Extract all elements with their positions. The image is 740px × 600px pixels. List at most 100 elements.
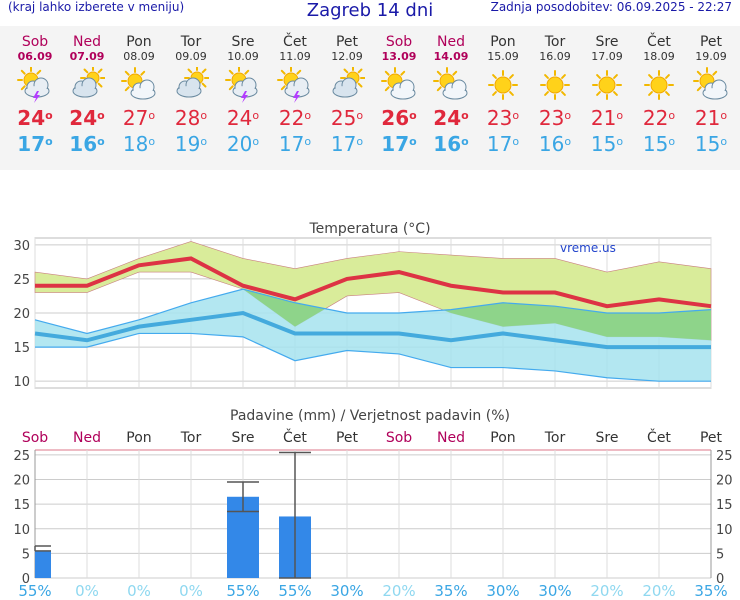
precip-day-label: Čet — [283, 428, 307, 446]
day-name: Tor — [180, 34, 202, 50]
precip-probability: 20% — [382, 582, 415, 600]
precip-day-label: Ned — [437, 430, 465, 446]
precip-ytick-left: 5 — [22, 547, 30, 562]
precip-chart-title: Padavine (mm) / Verjetnost padavin (%) — [230, 408, 510, 424]
page-title: Zagreb 14 dni — [306, 0, 434, 21]
cloud-sun-icon — [165, 65, 217, 103]
temp-min: 15o — [694, 132, 728, 156]
precip-day-label: Sob — [386, 430, 412, 446]
day-date: 07.09 — [69, 50, 105, 63]
cloud-sun-icon — [321, 65, 373, 103]
day-column: Pon 15.09 23o 17o — [477, 26, 529, 157]
day-date: 14.09 — [433, 50, 469, 63]
precip-ytick-right: 5 — [716, 547, 724, 562]
day-column: Čet 18.09 22o 15o — [633, 26, 685, 157]
day-date: 09.09 — [175, 50, 207, 63]
forecast-strip: Sob 06.09 24o 17o Ned 07.09 24o 16o Pon 08.09 27o 1… — [0, 26, 740, 170]
precip-probability: 0% — [75, 582, 99, 600]
sun-cloud-icon — [113, 67, 165, 103]
temp-max: 26o — [381, 106, 417, 130]
sun-cloud-lightning-icon — [217, 66, 269, 103]
day-name: Sre — [231, 34, 255, 50]
precip-day-label: Pet — [336, 430, 359, 446]
tmin-band-lower-edge — [35, 332, 711, 382]
day-name: Sre — [595, 34, 619, 50]
precip-probability: 30% — [486, 582, 519, 600]
temp-min: 17o — [278, 132, 312, 156]
day-date: 16.09 — [539, 50, 571, 63]
temp-ytick-label: 30 — [13, 239, 30, 254]
precip-probability: 30% — [538, 582, 571, 600]
precip-probability: 55% — [278, 582, 311, 600]
precip-ytick-left: 25 — [13, 449, 30, 464]
temp-min: 17o — [381, 132, 417, 156]
day-date: 08.09 — [123, 50, 155, 63]
sun-cloud-lightning-icon — [9, 66, 61, 103]
day-column: Pet 19.09 21o 15o — [685, 26, 737, 157]
sun-icon — [477, 67, 529, 103]
precip-ytick-left: 15 — [13, 498, 30, 513]
day-date: 11.09 — [279, 50, 311, 63]
precip-day-label: Pet — [700, 430, 723, 446]
precipitation-chart: Padavine (mm) / Verjetnost padavin (%) So… — [13, 408, 733, 600]
precip-ytick-right: 25 — [716, 449, 733, 464]
temp-min: 15o — [590, 132, 624, 156]
precip-day-label: Čet — [647, 428, 671, 446]
day-column: Čet 11.09 22o 17o — [269, 26, 321, 157]
precip-probability: 55% — [18, 582, 51, 600]
precip-ytick-left: 0 — [22, 572, 30, 587]
precip-probability: 35% — [694, 582, 727, 600]
header-menu-hint[interactable]: (kraj lahko izberete v meniju) — [8, 0, 185, 14]
precip-ytick-right: 0 — [716, 572, 724, 587]
temp-max: 21o — [590, 106, 624, 130]
sun-cloud-icon — [425, 67, 477, 103]
temp-max: 24o — [69, 106, 105, 130]
precip-day-label: Tor — [180, 430, 202, 446]
temp-ytick-label: 15 — [13, 341, 30, 356]
tmin-band-upper-edge — [34, 288, 712, 335]
temp-max: 22o — [642, 106, 676, 130]
precip-day-label: Ned — [73, 430, 101, 446]
temp-max: 23o — [538, 106, 572, 130]
temp-min: 19o — [174, 132, 208, 156]
day-date: 06.09 — [17, 50, 53, 63]
precip-day-label: Sre — [596, 430, 619, 446]
precip-ytick-right: 20 — [716, 474, 733, 489]
day-column: Sre 17.09 21o 15o — [581, 26, 633, 157]
day-date: 13.09 — [381, 50, 417, 63]
sun-icon — [633, 67, 685, 103]
temp-max: 28o — [174, 106, 208, 130]
temp-min: 16o — [69, 132, 105, 156]
day-column: Ned 07.09 24o 16o — [61, 26, 113, 157]
temp-min: 20o — [226, 132, 260, 156]
precip-ytick-right: 10 — [716, 523, 733, 538]
day-name: Pon — [490, 34, 516, 50]
temp-min: 18o — [122, 132, 156, 156]
day-column: Pon 08.09 27o 18o — [113, 26, 165, 157]
day-name: Pet — [335, 34, 359, 50]
temp-max: 27o — [122, 106, 156, 130]
temp-max: 24o — [17, 106, 53, 130]
day-date: 18.09 — [643, 50, 675, 63]
precip-day-label: Pon — [490, 430, 515, 446]
tmax-line — [35, 256, 712, 309]
day-name: Pet — [699, 34, 723, 50]
precip-day-label: Sob — [22, 430, 48, 446]
precip-day-label: Sre — [232, 430, 255, 446]
day-date: 19.09 — [695, 50, 727, 63]
temp-min: 17o — [486, 132, 520, 156]
temperature-chart: Temperatura (°C) 10 15 20 25 30 vreme.us — [13, 221, 712, 390]
last-update: Zadnja posodobitev: 06.09.2025 - 22:27 — [490, 0, 732, 14]
day-column: Sob 06.09 24o 17o — [9, 26, 61, 157]
watermark: vreme.us — [560, 241, 616, 255]
day-column: Pet 12.09 25o 17o — [321, 26, 373, 157]
temp-min: 17o — [330, 132, 364, 156]
temp-max: 22o — [278, 106, 312, 130]
day-date: 15.09 — [487, 50, 519, 63]
precip-day-label: Pon — [126, 430, 151, 446]
day-name: Ned — [437, 34, 465, 50]
sun-icon — [581, 67, 633, 103]
precip-ytick-left: 10 — [13, 523, 30, 538]
precip-bar — [35, 550, 51, 578]
temp-ytick-label: 10 — [13, 375, 30, 390]
